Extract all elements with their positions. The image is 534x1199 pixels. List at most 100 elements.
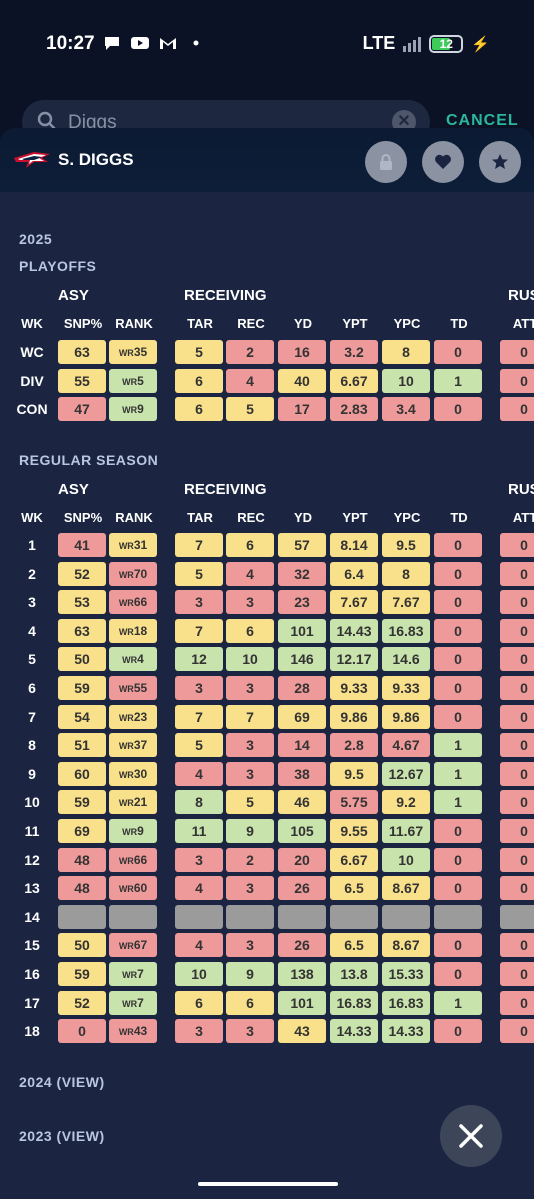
- week-label: WC: [20, 344, 44, 360]
- stat-cell: 0: [500, 368, 534, 393]
- stat-cell: 12: [175, 647, 223, 672]
- asy-group-label: ASY: [58, 481, 89, 498]
- stat-cell: 7: [175, 704, 223, 729]
- stat-cell: 3: [175, 847, 223, 872]
- heart-icon: [435, 154, 451, 169]
- column-header: ATT: [512, 316, 534, 331]
- column-header: ATT: [512, 510, 534, 525]
- stat-cell: 3: [226, 933, 274, 958]
- rank-number: 66: [133, 852, 148, 867]
- stat-cell: 105: [278, 819, 326, 843]
- week-label: 2: [28, 565, 36, 582]
- stat-cell: 10: [226, 647, 274, 672]
- position-prefix: WR: [118, 855, 134, 866]
- stat-cell: 4: [226, 561, 274, 586]
- stat-cell: 1: [434, 368, 482, 393]
- rank-number: 21: [133, 795, 148, 810]
- stat-cell: 48: [58, 876, 106, 901]
- stat-cell: 57: [278, 533, 326, 557]
- stat-cell: 0: [500, 676, 534, 700]
- stat-cell: 5: [175, 561, 223, 586]
- stat-cell: 9.5: [330, 761, 378, 786]
- column-header: TAR: [187, 510, 213, 525]
- stat-cell: 63: [58, 340, 106, 364]
- stat-cell: 0: [434, 618, 482, 643]
- column-header: RANK: [115, 316, 153, 331]
- stat-cell: 41: [58, 533, 106, 557]
- patriots-logo-icon: [14, 152, 50, 168]
- column-header: TD: [450, 316, 468, 331]
- cancel-button[interactable]: CANCEL: [446, 112, 519, 129]
- stat-cell: 0: [434, 676, 482, 700]
- search-input[interactable]: Diggs: [68, 112, 117, 133]
- rushing-group-label: RUS: [508, 481, 534, 498]
- stat-cell: 0: [500, 618, 534, 643]
- week-label: 18: [24, 1023, 40, 1040]
- close-icon: [459, 1124, 483, 1148]
- column-header: REC: [237, 510, 265, 525]
- stat-cell: 3.2: [330, 340, 378, 364]
- stat-cell: 10: [175, 962, 223, 986]
- stat-cell: 9: [226, 962, 274, 986]
- stat-cell: 0: [500, 933, 534, 958]
- rank-number: 4: [137, 652, 144, 667]
- stat-cell: 12.17: [330, 647, 378, 672]
- stat-cell: 7.67: [330, 590, 378, 615]
- charging-icon: ⚡: [471, 35, 490, 53]
- position-prefix: WR: [122, 827, 138, 837]
- stat-cell: 0: [58, 1019, 106, 1044]
- stat-cell: 0: [434, 533, 482, 557]
- stat-cell: 0: [434, 847, 482, 872]
- stat-cell: 0: [500, 704, 534, 729]
- rank-cell: WR43: [109, 1019, 157, 1044]
- stat-cell: 3: [226, 590, 274, 615]
- rank-number: 70: [133, 566, 148, 581]
- lock-button[interactable]: [365, 141, 407, 183]
- stat-cell: 14.43: [330, 618, 378, 643]
- stat-cell: 60: [58, 761, 106, 786]
- view-2024-link[interactable]: 2024 (VIEW): [19, 1074, 105, 1090]
- column-header: YPT: [342, 316, 368, 331]
- week-label: 14: [24, 908, 40, 925]
- stat-cell: 4: [226, 368, 274, 393]
- rank-number: 43: [133, 1024, 148, 1039]
- stat-cell: 0: [434, 704, 482, 729]
- star-button[interactable]: [479, 141, 521, 183]
- rank-number: 7: [137, 967, 144, 981]
- stat-cell: 16.83: [330, 990, 378, 1015]
- column-header: YPC: [393, 316, 421, 331]
- stat-cell: [278, 904, 326, 929]
- star-icon: [492, 154, 508, 169]
- stat-cell: 55: [58, 368, 106, 393]
- rank-cell: WR23: [109, 704, 157, 729]
- rank-number: 55: [133, 681, 148, 695]
- position-prefix: WR: [118, 798, 134, 809]
- rank-number: 9: [137, 402, 144, 417]
- stat-cell: 4.67: [382, 733, 430, 758]
- stat-cell: 15.33: [382, 962, 430, 986]
- stat-cell: 2: [226, 340, 274, 364]
- stat-cell: 0: [500, 790, 534, 815]
- stat-cell: 69: [278, 704, 326, 729]
- close-button[interactable]: [440, 1105, 502, 1167]
- stat-cell: 13.8: [330, 962, 378, 986]
- rank-number: 30: [133, 766, 148, 781]
- battery-level: 12: [439, 36, 453, 51]
- stat-cell: 54: [58, 704, 106, 729]
- stat-cell: 1: [434, 761, 482, 786]
- favorite-button[interactable]: [422, 141, 464, 183]
- position-prefix: WR: [118, 598, 134, 609]
- stat-cell: 0: [500, 962, 534, 986]
- stat-cell: 48: [58, 847, 106, 872]
- stat-cell: 38: [278, 761, 326, 786]
- home-indicator: [198, 1182, 338, 1186]
- stat-cell: 0: [500, 761, 534, 786]
- position-prefix: WR: [122, 376, 138, 387]
- position-prefix: WR: [118, 741, 134, 752]
- rank-number: 66: [133, 595, 148, 610]
- stat-cell: 3: [175, 590, 223, 615]
- stat-cell: [58, 904, 106, 929]
- view-2023-link[interactable]: 2023 (VIEW): [19, 1128, 105, 1144]
- stat-cell: 5: [175, 340, 223, 364]
- stat-cell: 0: [500, 990, 534, 1015]
